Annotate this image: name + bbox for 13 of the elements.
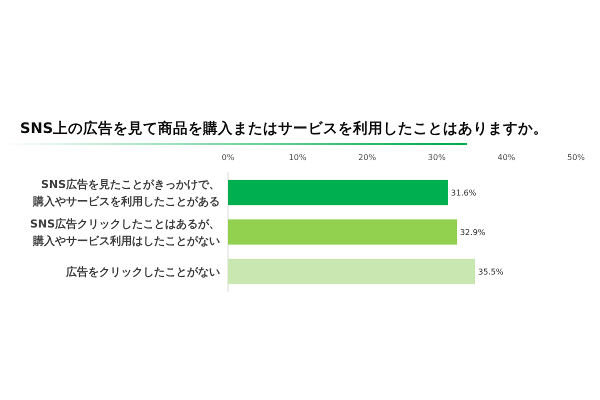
y-tick-label: 広告をクリックしたことがない <box>65 265 220 278</box>
x-tick-label: 10% <box>288 153 307 162</box>
x-tick-label: 30% <box>428 153 446 162</box>
x-tick-label: 0% <box>222 153 235 162</box>
x-tick-label: 40% <box>498 153 516 162</box>
data-label: 32.9% <box>460 228 486 237</box>
chart-title: SNS上の広告を見て商品を購入またはサービスを利用したことはありますか。 <box>20 119 548 137</box>
x-tick-label: 50% <box>567 153 586 162</box>
y-tick-label: SNS広告を見たことがきっかけで、購入やサービスを利用したことがある <box>32 178 220 208</box>
data-label: 31.6% <box>450 188 477 198</box>
x-tick-label: 20% <box>358 153 376 162</box>
y-tick-label: SNS広告クリックしたことはあるが、購入やサービス利用はしたことがない <box>30 217 220 248</box>
data-label: 35.5% <box>478 267 504 276</box>
